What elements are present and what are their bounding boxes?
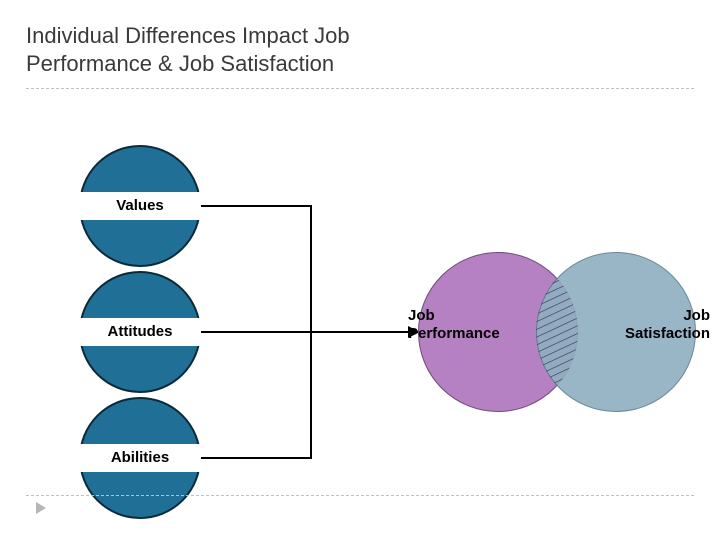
venn-overlap-hatch: [0, 0, 720, 540]
divider-bottom: [26, 495, 694, 496]
outcome-label-performance-l2: Performance: [408, 325, 500, 342]
outcome-label-satisfaction-l2: Satisfaction: [625, 325, 710, 342]
outcome-label-performance-l1: Job: [408, 307, 435, 324]
outcome-label-performance: Job Performance: [408, 307, 548, 343]
slide-root: Individual Differences Impact Job Perfor…: [0, 0, 720, 540]
outcome-label-satisfaction-l1: Job: [683, 307, 710, 324]
outcome-label-satisfaction: Job Satisfaction: [570, 307, 710, 343]
bullet-marker-icon: [36, 502, 46, 514]
